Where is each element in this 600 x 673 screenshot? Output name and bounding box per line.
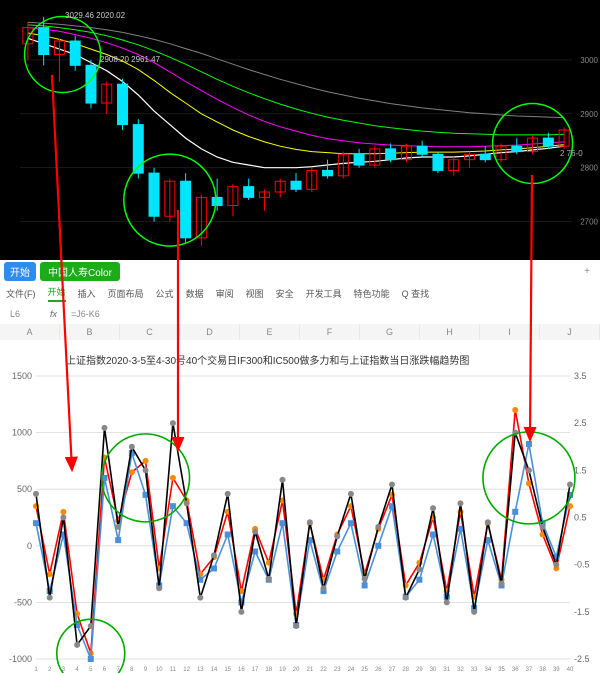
svg-text:13: 13 xyxy=(197,667,204,673)
formula-bar: L6 fx =J6-K6 xyxy=(0,304,600,325)
ribbon-8[interactable]: 安全 xyxy=(276,287,294,300)
svg-text:23: 23 xyxy=(334,667,341,673)
svg-text:36: 36 xyxy=(512,667,519,673)
svg-text:-2.5: -2.5 xyxy=(574,654,590,664)
svg-text:2 76-0: 2 76-0 xyxy=(560,149,583,158)
svg-text:0.5: 0.5 xyxy=(574,513,587,523)
col-B[interactable]: B xyxy=(60,324,120,340)
svg-text:-1000: -1000 xyxy=(9,654,32,664)
svg-text:3000: 3000 xyxy=(580,56,598,65)
svg-text:12: 12 xyxy=(183,667,190,673)
ribbon-3[interactable]: 页面布局 xyxy=(108,287,144,300)
ribbon-10[interactable]: 特色功能 xyxy=(354,287,390,300)
svg-text:3029.46 2020.02: 3029.46 2020.02 xyxy=(65,11,126,20)
svg-text:11: 11 xyxy=(170,667,177,673)
svg-text:16: 16 xyxy=(238,667,245,673)
ribbon-bar: 文件(F) 开始插入页面布局公式数据审阅视图安全开发工具特色功能 Q 查找 xyxy=(0,282,600,305)
svg-text:3.5: 3.5 xyxy=(574,371,587,381)
svg-text:14: 14 xyxy=(211,667,218,673)
svg-text:35: 35 xyxy=(498,667,505,673)
col-A[interactable]: A xyxy=(0,324,60,340)
tab-sheet-name[interactable]: 中国人寿Color xyxy=(40,262,120,281)
col-H[interactable]: H xyxy=(420,324,480,340)
col-J[interactable]: J xyxy=(540,324,600,340)
ribbon-9[interactable]: 开发工具 xyxy=(306,287,342,300)
svg-text:25: 25 xyxy=(361,667,368,673)
svg-text:29: 29 xyxy=(416,667,423,673)
sheet-tabs-bar: 开始 中国人寿Color + xyxy=(0,260,600,283)
svg-text:2.5: 2.5 xyxy=(574,418,587,428)
svg-text:18: 18 xyxy=(265,667,272,673)
svg-text:-0.5: -0.5 xyxy=(574,560,590,570)
svg-text:2800: 2800 xyxy=(580,164,598,173)
svg-text:28: 28 xyxy=(402,667,409,673)
svg-text:0: 0 xyxy=(27,541,32,551)
line-chart-panel: -1000 -500 0 500 1000 1500 -2.5 -1.5 -0.5 0.5 1.5 2… xyxy=(0,340,600,673)
col-E[interactable]: E xyxy=(240,324,300,340)
svg-text:34: 34 xyxy=(485,667,492,673)
svg-text:27: 27 xyxy=(389,667,396,673)
ribbon-0[interactable]: 文件(F) xyxy=(6,287,36,300)
svg-text:24: 24 xyxy=(348,667,355,673)
ribbon-7[interactable]: 视图 xyxy=(246,287,264,300)
line-chart: -1000 -500 0 500 1000 1500 -2.5 -1.5 -0.5 0.5 1.5 2… xyxy=(0,340,600,673)
col-C[interactable]: C xyxy=(120,324,180,340)
svg-text:1500: 1500 xyxy=(12,371,32,381)
col-D[interactable]: D xyxy=(180,324,240,340)
svg-text:15: 15 xyxy=(224,667,231,673)
svg-text:1000: 1000 xyxy=(12,428,32,438)
svg-text:17: 17 xyxy=(252,667,259,673)
ribbon-6[interactable]: 审阅 xyxy=(216,287,234,300)
col-I[interactable]: I xyxy=(480,324,540,340)
fx-icon: fx xyxy=(50,309,57,319)
svg-text:40: 40 xyxy=(567,667,574,673)
toolbar-right: + xyxy=(584,266,590,277)
svg-text:32: 32 xyxy=(457,667,464,673)
svg-text:20: 20 xyxy=(293,667,300,673)
cell-address[interactable]: L6 xyxy=(10,309,50,319)
tab-file[interactable]: 开始 xyxy=(4,262,36,281)
ribbon-5[interactable]: 数据 xyxy=(186,287,204,300)
svg-text:2700: 2700 xyxy=(580,218,598,227)
svg-text:500: 500 xyxy=(17,484,32,494)
ribbon-2[interactable]: 插入 xyxy=(78,287,96,300)
svg-text:-1.5: -1.5 xyxy=(574,607,590,617)
column-headers: ABCDEFGHIJ xyxy=(0,324,600,341)
svg-text:19: 19 xyxy=(279,667,286,673)
svg-text:2900: 2900 xyxy=(580,110,598,119)
svg-text:38: 38 xyxy=(539,667,546,673)
svg-text:22: 22 xyxy=(320,667,327,673)
col-G[interactable]: G xyxy=(360,324,420,340)
svg-text:上证指数2020-3-5至4-30号40个交易日IF300和: 上证指数2020-3-5至4-30号40个交易日IF300和IC500做多力和与… xyxy=(66,354,469,367)
svg-text:39: 39 xyxy=(553,667,560,673)
ribbon-11[interactable]: Q 查找 xyxy=(402,287,430,300)
svg-text:30: 30 xyxy=(430,667,437,673)
svg-text:37: 37 xyxy=(526,667,533,673)
candlestick-panel: 3000 2900 2800 2700 3029.46 2020.02 2908.20 2… xyxy=(0,0,600,260)
ribbon-4[interactable]: 公式 xyxy=(156,287,174,300)
svg-text:2908.20 2961.47: 2908.20 2961.47 xyxy=(100,55,161,64)
svg-text:10: 10 xyxy=(156,667,163,673)
svg-text:33: 33 xyxy=(471,667,478,673)
svg-text:31: 31 xyxy=(443,667,450,673)
ribbon-1[interactable]: 开始 xyxy=(48,285,66,302)
svg-text:21: 21 xyxy=(307,667,314,673)
col-F[interactable]: F xyxy=(300,324,360,340)
svg-text:26: 26 xyxy=(375,667,382,673)
candlestick-chart: 3000 2900 2800 2700 3029.46 2020.02 2908.20 2… xyxy=(0,0,600,260)
svg-text:1.5: 1.5 xyxy=(574,465,587,475)
formula-input[interactable]: =J6-K6 xyxy=(71,309,100,319)
svg-text:-500: -500 xyxy=(14,597,32,607)
